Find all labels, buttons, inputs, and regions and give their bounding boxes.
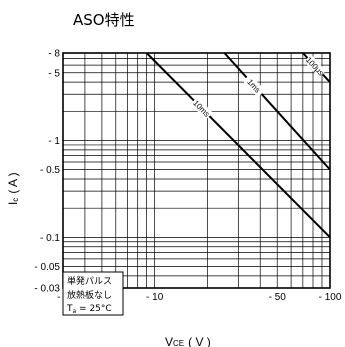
y-axis-label-main: I (6, 202, 20, 205)
y-tick-label: - 8 (48, 49, 60, 60)
series-line (145, 52, 331, 239)
condition-note-t-sub: a (73, 308, 77, 315)
condition-note: 単発パルス 放熱板なし Ta = 25°C (62, 271, 124, 316)
condition-note-line3: Ta = 25°C (66, 304, 112, 315)
x-tick-label: - 10 (146, 292, 164, 303)
condition-note-box (62, 271, 124, 316)
chart-title: ASO特性 (73, 11, 135, 29)
condition-note-line1: 単発パルス (67, 275, 112, 287)
y-tick-label: - 5 (48, 68, 60, 79)
y-axis-label-sub: c (11, 198, 20, 202)
series-label-bg (242, 74, 266, 98)
series-line (223, 52, 331, 171)
condition-note-temp: = 25°C (76, 304, 112, 314)
x-axis-label-sub: CE (173, 339, 184, 347)
y-tick-label: - 0.5 (40, 165, 60, 176)
y-tick-label: - 0.05 (34, 262, 60, 273)
condition-note-t: T (66, 304, 73, 314)
x-axis-label-main: V (165, 335, 173, 347)
x-axis-label: VCE ( V ) (165, 335, 211, 347)
series-label-bg (303, 54, 327, 78)
plot-frame (62, 52, 331, 289)
y-tick-labels: - 8 - 5 - 1 - 0.5 - 0.1 - 0.05 - 0.03 (34, 49, 60, 295)
grid-lines (62, 52, 331, 289)
y-axis-label: Ic ( A ) (6, 172, 20, 205)
condition-note-line2: 放熱板なし (67, 289, 112, 301)
y-tick-label: - 0.1 (40, 233, 60, 244)
x-axis-label-unit: ( V ) (188, 335, 211, 347)
y-axis-label-unit: ( A ) (6, 172, 20, 193)
series-label-bg (190, 96, 213, 120)
x-tick-label: - 100 (319, 292, 342, 303)
x-tick-label: - 50 (269, 292, 287, 303)
y-tick-label: - 1 (48, 136, 60, 147)
y-tick-label: - 0.03 (34, 284, 60, 295)
